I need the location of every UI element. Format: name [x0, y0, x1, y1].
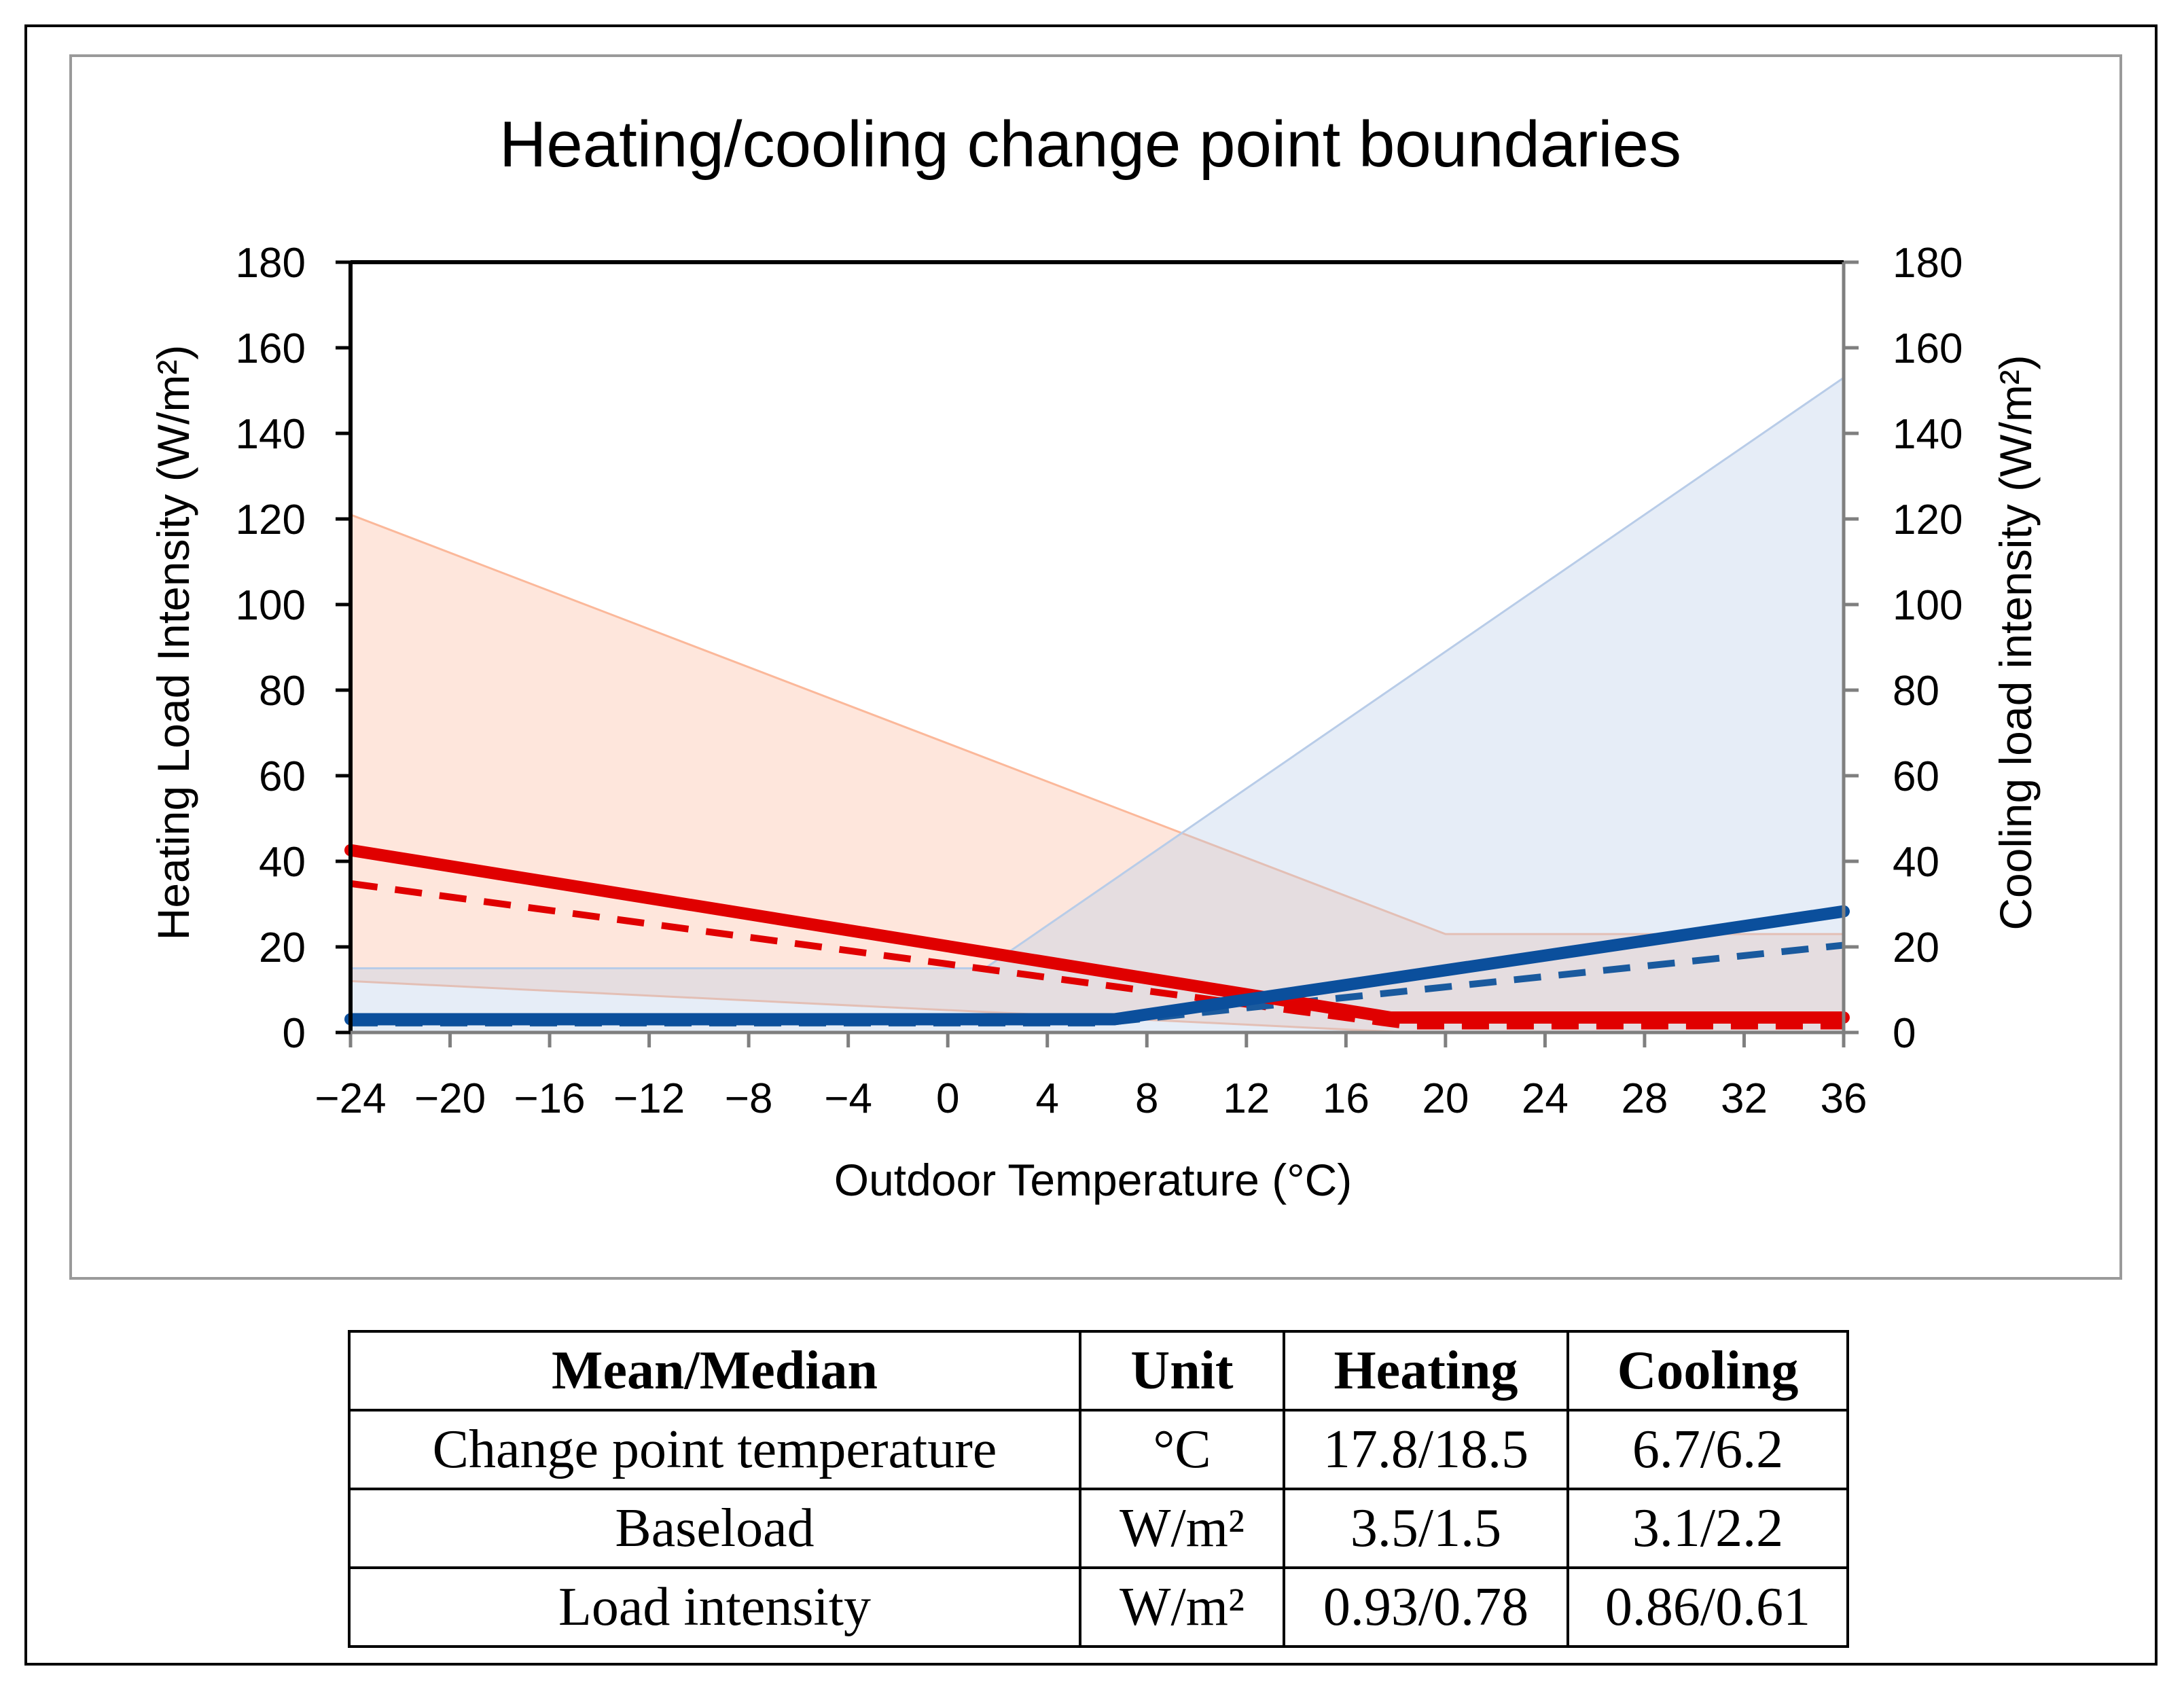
y-tick-label-right: 40 — [1893, 839, 1939, 886]
y-tick-label-left: 160 — [236, 325, 306, 372]
y-tick-label-left: 120 — [236, 497, 306, 543]
x-tick-label: 32 — [1721, 1075, 1768, 1122]
table-cell: 17.8/18.5 — [1283, 1409, 1569, 1490]
y-tick-label-left: 80 — [259, 668, 306, 715]
table-cell: 3.1/2.2 — [1567, 1488, 1849, 1569]
y-tick-label-right: 80 — [1893, 668, 1939, 715]
y-tick-label-right: 160 — [1893, 325, 1963, 372]
table-cell: 0.86/0.61 — [1567, 1566, 1849, 1648]
table-cell: 3.5/1.5 — [1283, 1488, 1569, 1569]
y-tick-label-left: 140 — [236, 411, 306, 458]
table-cell: W/m² — [1079, 1566, 1285, 1648]
chart: Heating/cooling change point boundaries … — [148, 108, 2041, 1205]
bands-layer — [350, 376, 1844, 1034]
x-tick-label: −8 — [725, 1075, 773, 1122]
chart-title: Heating/cooling change point boundaries — [499, 108, 1681, 181]
y-tick-label-right: 60 — [1893, 753, 1939, 800]
axes-layer: −24 −20 −16 −12 −8 −4 0 4 8 12 16 20 24 28 32 36 0 0 20 20 4… — [236, 240, 1963, 1122]
table-cell: °C — [1079, 1409, 1285, 1490]
table-row: Baseload W/m² 3.5/1.5 3.1/2.2 — [348, 1488, 1849, 1569]
series-line-cooling-mean — [344, 905, 1850, 1026]
x-tick-label: 16 — [1323, 1075, 1370, 1122]
x-tick-label: 12 — [1223, 1075, 1270, 1122]
table-cell: W/m² — [1079, 1488, 1285, 1569]
x-tick-label: 0 — [936, 1075, 959, 1122]
y-tick-label-left: 40 — [259, 839, 306, 886]
chart-panel — [69, 54, 2122, 1280]
band-area-heating — [351, 514, 1844, 1032]
table-cell: Baseload — [348, 1488, 1081, 1569]
summary-table: Mean/Median Unit Heating Cooling Change … — [348, 1330, 1849, 1648]
header-heating: Heating — [1283, 1330, 1569, 1412]
x-tick-label: −4 — [824, 1075, 872, 1122]
table-cell: Load intensity — [348, 1566, 1081, 1648]
series-line-heating-mean — [344, 844, 1850, 1024]
header-unit: Unit — [1079, 1330, 1285, 1412]
table-cell: 6.7/6.2 — [1567, 1409, 1849, 1490]
y-tick-label-right: 140 — [1893, 411, 1963, 458]
band-area-cooling — [351, 378, 1844, 1032]
header-mean-median: Mean/Median — [348, 1330, 1081, 1412]
x-tick-label: 8 — [1135, 1075, 1158, 1122]
table-header-row: Mean/Median Unit Heating Cooling — [348, 1330, 1849, 1412]
y-tick-label-right: 20 — [1893, 924, 1939, 971]
y-axis-label-right: Cooling load intensity (W/m²) — [1990, 355, 2041, 930]
table-cell: 0.93/0.78 — [1283, 1566, 1569, 1648]
y-tick-label-left: 100 — [236, 582, 306, 629]
y-tick-label-left: 180 — [236, 240, 306, 287]
x-tick-label: −16 — [514, 1075, 585, 1122]
y-tick-label-right: 100 — [1893, 582, 1963, 629]
y-tick-label-right: 0 — [1893, 1010, 1916, 1057]
y-tick-label-left: 60 — [259, 753, 306, 800]
x-tick-label: 28 — [1621, 1075, 1668, 1122]
table-row: Change point temperature °C 17.8/18.5 6.… — [348, 1409, 1849, 1490]
y-tick-label-left: 20 — [259, 924, 306, 971]
series-layer — [344, 844, 1850, 1030]
x-tick-label: 4 — [1035, 1075, 1058, 1122]
x-tick-label: −20 — [414, 1075, 486, 1122]
y-tick-label-right: 120 — [1893, 497, 1963, 543]
x-tick-label: 24 — [1522, 1075, 1569, 1122]
x-tick-label: 20 — [1422, 1075, 1469, 1122]
series-line-heating-median — [350, 880, 1844, 1030]
x-tick-label: 36 — [1821, 1075, 1867, 1122]
header-cooling: Cooling — [1567, 1330, 1849, 1412]
x-tick-label: −24 — [315, 1075, 386, 1122]
y-axis-label-left: Heating Load Intensity (W/m²) — [148, 345, 198, 941]
x-axis-label: Outdoor Temperature (°C) — [834, 1155, 1352, 1205]
x-tick-label: −12 — [613, 1075, 685, 1122]
figure-frame — [24, 24, 2158, 1666]
y-tick-label-left: 0 — [283, 1010, 306, 1057]
y-tick-label-right: 180 — [1893, 240, 1963, 287]
table-cell: Change point temperature — [348, 1409, 1081, 1490]
table-row: Load intensity W/m² 0.93/0.78 0.86/0.61 — [348, 1566, 1849, 1648]
